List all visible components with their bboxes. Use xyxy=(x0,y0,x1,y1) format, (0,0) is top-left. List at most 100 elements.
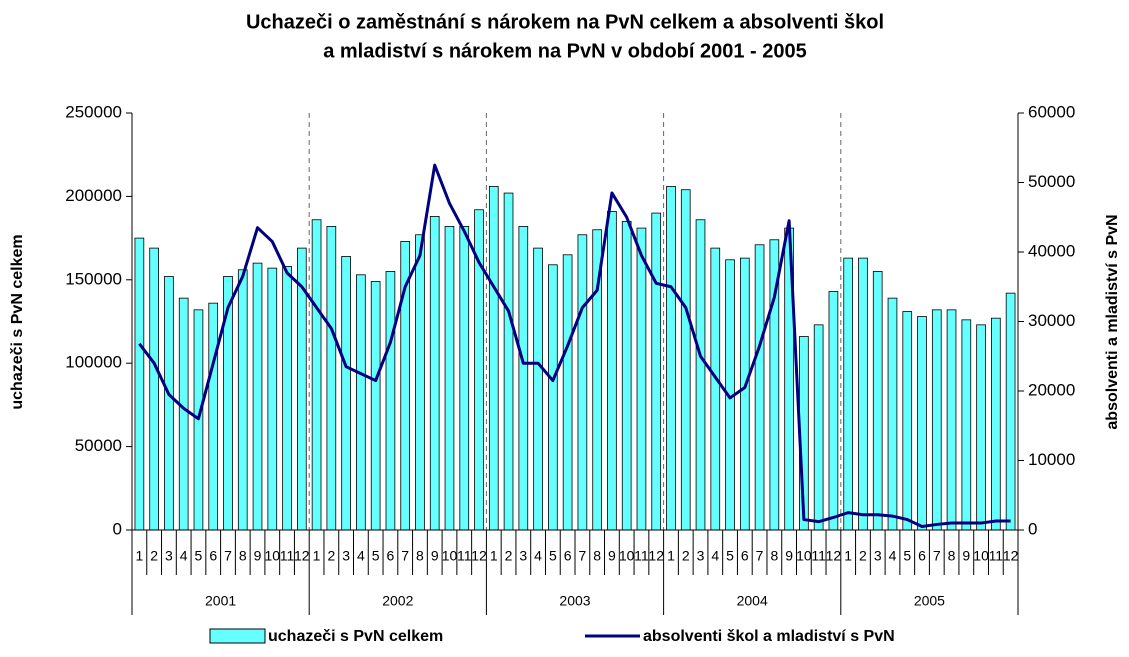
x-tick-label: 11 xyxy=(280,548,295,564)
x-tick-label: 11 xyxy=(457,548,472,564)
x-tick-label: 6 xyxy=(209,548,217,564)
year-label: 2002 xyxy=(382,593,413,609)
x-tick-label: 3 xyxy=(342,548,350,564)
y2-tick-label: 60000 xyxy=(1028,102,1075,121)
bar xyxy=(739,257,750,531)
year-label: 2005 xyxy=(914,593,945,609)
bar xyxy=(149,247,159,531)
bar xyxy=(946,309,957,531)
y2-tick-label: 50000 xyxy=(1028,172,1075,191)
bar xyxy=(385,271,396,531)
bar xyxy=(902,311,913,531)
bar xyxy=(828,291,839,531)
x-tick-label: 7 xyxy=(933,548,941,564)
bar xyxy=(252,262,263,531)
x-tick-label: 2 xyxy=(150,548,158,564)
bar xyxy=(503,192,514,531)
bar xyxy=(754,244,765,531)
bar xyxy=(311,219,322,531)
bar xyxy=(636,227,647,531)
bar xyxy=(931,309,942,531)
x-tick-label: 1 xyxy=(844,548,852,564)
x-tick-label: 12 xyxy=(826,548,842,564)
y2-tick-label: 10000 xyxy=(1028,450,1075,469)
x-tick-label: 9 xyxy=(962,548,970,564)
bar xyxy=(164,276,174,531)
x-tick-label: 7 xyxy=(756,548,764,564)
x-tick-label: 9 xyxy=(431,548,439,564)
x-tick-label: 4 xyxy=(711,548,719,564)
x-tick-label: 3 xyxy=(165,548,173,564)
x-tick-label: 11 xyxy=(989,548,1004,564)
line xyxy=(138,163,1011,529)
bar xyxy=(813,324,824,531)
x-tick-label: 12 xyxy=(294,548,310,564)
legend-label: absolventi škol a mladiství s PvN xyxy=(643,628,895,645)
x-tick-label: 7 xyxy=(578,548,586,564)
y-tick-label: 200000 xyxy=(65,186,122,205)
x-tick-label: 7 xyxy=(401,548,409,564)
x-tick-label: 9 xyxy=(608,548,616,564)
bar xyxy=(680,189,691,531)
x-tick-label: 12 xyxy=(1003,548,1019,564)
x-tick-label: 8 xyxy=(593,548,601,564)
bar xyxy=(1005,292,1016,531)
x-tick-label: 5 xyxy=(372,548,380,564)
legend-label: uchazeči s PvN celkem xyxy=(268,628,443,645)
x-tick-label: 8 xyxy=(416,548,424,564)
x-tick-label: 6 xyxy=(741,548,749,564)
x-tick-label: 2 xyxy=(505,548,513,564)
bar xyxy=(666,185,676,531)
bar xyxy=(341,256,351,531)
x-tick-label: 1 xyxy=(313,548,321,564)
chart-title: a mladiství s nárokem na PvN v období 20… xyxy=(323,40,807,62)
x-tick-label: 2 xyxy=(327,548,335,564)
bar xyxy=(991,317,1001,531)
bar xyxy=(178,297,189,531)
bar xyxy=(208,302,219,531)
x-tick-label: 5 xyxy=(726,548,734,564)
x-tick-label: 7 xyxy=(224,548,232,564)
bar xyxy=(621,221,632,531)
bar xyxy=(651,212,662,531)
x-tick-label: 2 xyxy=(859,548,867,564)
x-tick-label: 10 xyxy=(619,548,635,564)
bar xyxy=(356,274,366,531)
x-tick-label: 12 xyxy=(648,548,664,564)
x-tick-label: 3 xyxy=(519,548,527,564)
x-tick-label: 10 xyxy=(442,548,458,564)
x-tick-label: 10 xyxy=(973,548,989,564)
x-tick-label: 11 xyxy=(634,548,649,564)
x-tick-label: 4 xyxy=(180,548,188,564)
bar xyxy=(134,237,145,531)
y-tick-label: 0 xyxy=(113,519,122,538)
bar xyxy=(858,257,868,531)
bar xyxy=(887,297,898,531)
bar xyxy=(843,257,854,531)
x-tick-label: 10 xyxy=(264,548,280,564)
y2-tick-label: 20000 xyxy=(1028,380,1075,399)
year-label: 2004 xyxy=(737,593,768,609)
y-tick-label: 150000 xyxy=(65,269,122,288)
bar xyxy=(562,254,573,531)
y2-axis-label: absolventi a mladiství s PvN xyxy=(1104,214,1121,429)
x-tick-label: 3 xyxy=(697,548,705,564)
x-tick-label: 4 xyxy=(534,548,542,564)
bar xyxy=(917,316,927,531)
x-tick-label: 12 xyxy=(471,548,487,564)
y2-tick-label: 30000 xyxy=(1028,311,1075,330)
x-tick-label: 10 xyxy=(796,548,812,564)
x-tick-label: 1 xyxy=(135,548,143,564)
bar xyxy=(326,226,337,531)
bar xyxy=(710,247,721,531)
bar xyxy=(577,234,588,531)
x-tick-label: 1 xyxy=(667,548,675,564)
bar xyxy=(267,267,278,531)
y-tick-label: 250000 xyxy=(65,102,122,121)
x-tick-label: 8 xyxy=(770,548,778,564)
bar xyxy=(370,281,381,531)
year-label: 2003 xyxy=(559,593,590,609)
y-tick-label: 100000 xyxy=(65,353,122,372)
x-tick-label: 5 xyxy=(903,548,911,564)
